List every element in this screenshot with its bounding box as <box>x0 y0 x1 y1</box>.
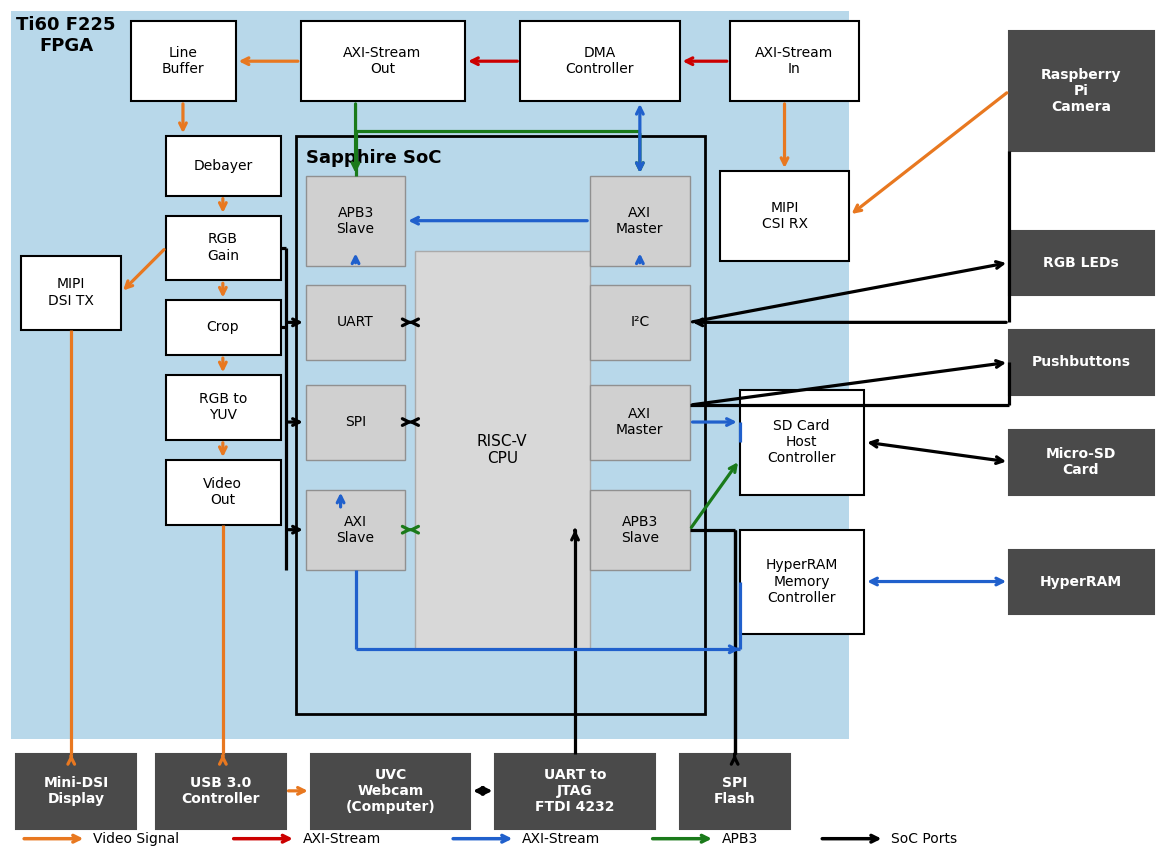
FancyBboxPatch shape <box>729 22 859 101</box>
FancyBboxPatch shape <box>166 301 281 355</box>
FancyBboxPatch shape <box>166 460 281 525</box>
FancyBboxPatch shape <box>131 22 236 101</box>
FancyBboxPatch shape <box>591 176 690 266</box>
Text: RGB
Gain: RGB Gain <box>207 232 239 262</box>
Text: UART: UART <box>337 315 373 329</box>
Text: AXI-Stream: AXI-Stream <box>522 831 600 846</box>
FancyBboxPatch shape <box>1009 31 1154 151</box>
FancyBboxPatch shape <box>720 171 850 261</box>
Text: SD Card
Host
Controller: SD Card Host Controller <box>767 419 836 465</box>
Text: SoC Ports: SoC Ports <box>892 831 957 846</box>
FancyBboxPatch shape <box>591 490 690 570</box>
Text: Ti60 F225
FPGA: Ti60 F225 FPGA <box>16 16 116 55</box>
Text: RGB LEDs: RGB LEDs <box>1043 255 1119 269</box>
FancyBboxPatch shape <box>166 375 281 440</box>
FancyBboxPatch shape <box>495 754 655 829</box>
Text: Sapphire SoC: Sapphire SoC <box>306 149 441 167</box>
Text: Crop: Crop <box>207 320 239 334</box>
FancyBboxPatch shape <box>306 385 405 460</box>
FancyBboxPatch shape <box>679 754 790 829</box>
Text: HyperRAM
Memory
Controller: HyperRAM Memory Controller <box>766 559 838 604</box>
Text: HyperRAM: HyperRAM <box>1040 574 1121 589</box>
FancyBboxPatch shape <box>306 490 405 570</box>
FancyBboxPatch shape <box>16 754 137 829</box>
FancyBboxPatch shape <box>591 286 690 360</box>
FancyBboxPatch shape <box>520 22 679 101</box>
Text: SPI
Flash: SPI Flash <box>714 776 755 806</box>
FancyBboxPatch shape <box>415 250 591 650</box>
FancyBboxPatch shape <box>740 391 865 494</box>
Text: APB3
Slave: APB3 Slave <box>336 205 375 236</box>
FancyBboxPatch shape <box>740 530 865 635</box>
Text: AXI
Master: AXI Master <box>616 205 664 236</box>
Text: RGB to
YUV: RGB to YUV <box>198 392 247 423</box>
FancyBboxPatch shape <box>306 286 405 360</box>
Text: SPI: SPI <box>345 415 366 429</box>
Text: AXI-Stream: AXI-Stream <box>302 831 380 846</box>
Text: USB 3.0
Controller: USB 3.0 Controller <box>182 776 260 806</box>
Text: UART to
JTAG
FTDI 4232: UART to JTAG FTDI 4232 <box>536 767 615 814</box>
Text: AXI
Master: AXI Master <box>616 407 664 437</box>
FancyBboxPatch shape <box>166 136 281 196</box>
Text: Mini-DSI
Display: Mini-DSI Display <box>43 776 109 806</box>
Text: AXI-Stream
Out: AXI-Stream Out <box>343 46 421 76</box>
FancyBboxPatch shape <box>166 216 281 281</box>
FancyBboxPatch shape <box>1009 430 1154 494</box>
FancyBboxPatch shape <box>21 255 121 330</box>
Text: Debayer: Debayer <box>194 158 252 173</box>
Text: UVC
Webcam
(Computer): UVC Webcam (Computer) <box>345 767 435 814</box>
FancyBboxPatch shape <box>1009 330 1154 395</box>
Text: Video Signal: Video Signal <box>93 831 180 846</box>
FancyBboxPatch shape <box>295 136 705 714</box>
Text: AXI
Slave: AXI Slave <box>336 514 375 545</box>
Text: Raspberry
Pi
Camera: Raspberry Pi Camera <box>1041 68 1121 114</box>
FancyBboxPatch shape <box>12 11 850 739</box>
Text: AXI-Stream
In: AXI-Stream In <box>755 46 833 76</box>
Text: Line
Buffer: Line Buffer <box>162 46 204 76</box>
Text: APB3
Slave: APB3 Slave <box>621 514 659 545</box>
FancyBboxPatch shape <box>1009 550 1154 614</box>
Text: MIPI
CSI RX: MIPI CSI RX <box>762 201 808 231</box>
Text: APB3: APB3 <box>721 831 757 846</box>
FancyBboxPatch shape <box>310 754 470 829</box>
Text: RISC-V
CPU: RISC-V CPU <box>477 434 527 466</box>
Text: MIPI
DSI TX: MIPI DSI TX <box>48 277 95 307</box>
Text: I²C: I²C <box>630 315 650 329</box>
FancyBboxPatch shape <box>301 22 466 101</box>
FancyBboxPatch shape <box>591 385 690 460</box>
Text: Micro-SD
Card: Micro-SD Card <box>1046 447 1116 477</box>
Text: Pushbuttons: Pushbuttons <box>1032 355 1131 369</box>
FancyBboxPatch shape <box>156 754 286 829</box>
FancyBboxPatch shape <box>306 176 405 266</box>
FancyBboxPatch shape <box>1009 230 1154 295</box>
Text: Video
Out: Video Out <box>203 476 243 507</box>
Text: DMA
Controller: DMA Controller <box>566 46 634 76</box>
